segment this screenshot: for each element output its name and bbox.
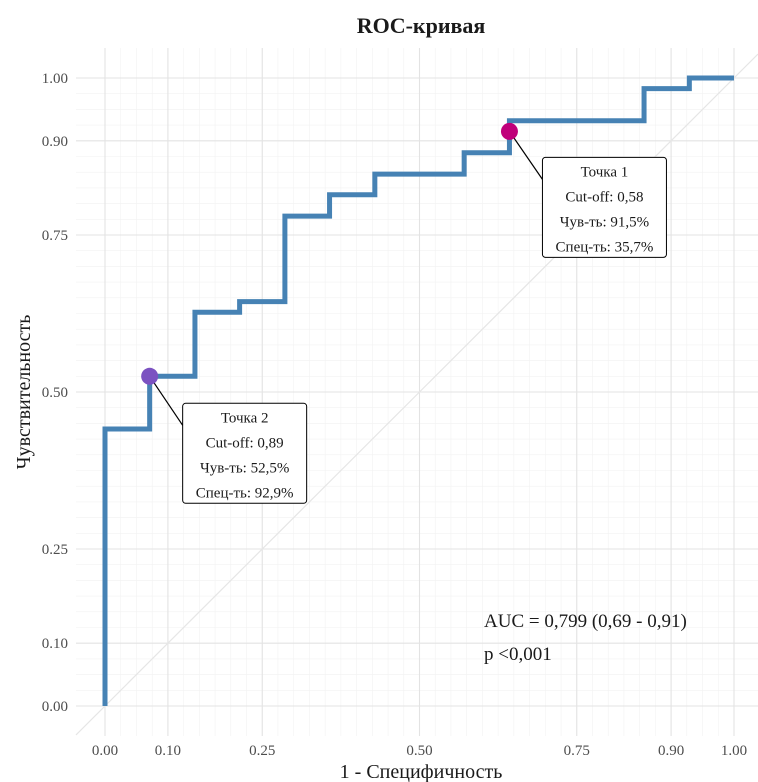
y-tick-label: 0.25 (42, 542, 68, 558)
y-tick-label: 0.90 (42, 134, 68, 150)
y-tick-label: 0.00 (42, 699, 68, 715)
cutoff-points: Точка 1 Cut-off: 0,58 Чув-ть: 91,5% Спец-ть… (141, 122, 667, 504)
label-line: Чув-ть: 52,5% (200, 460, 289, 476)
x-axis-title: 1 - Специфичность (340, 761, 503, 782)
label-box (541, 156, 667, 258)
label-line: Cut-off: 0,89 (206, 435, 284, 451)
y-tick-label: 0.75 (42, 228, 68, 244)
cutoff-point-1: Точка 1 Cut-off: 0,58 Чув-ть: 91,5% Спец-ть… (500, 122, 667, 258)
cutoff-point-2: Точка 2 Cut-off: 0,89 Чув-ть: 52,5% Спец-ть… (141, 367, 308, 504)
y-axis-ticks: 0.00 0.10 0.25 0.50 0.75 0.90 1.00 (42, 71, 68, 715)
label-box (182, 402, 308, 504)
p-value-label: p <0,001 (484, 644, 552, 665)
x-tick-label: 0.00 (92, 743, 118, 759)
label-line: Спец-ть: 92,9% (196, 485, 294, 501)
cutoff-marker (141, 367, 159, 385)
x-tick-label: 0.90 (658, 743, 684, 759)
roc-curve (102, 75, 734, 706)
cutoff-marker (500, 122, 518, 140)
x-tick-label: 0.25 (249, 743, 275, 759)
chart-title: ROC-кривая (357, 13, 486, 38)
x-tick-label: 0.10 (155, 743, 181, 759)
label-line: Cut-off: 0,58 (565, 189, 643, 205)
leader-line (149, 375, 184, 426)
y-tick-label: 1.00 (42, 71, 68, 87)
x-axis-ticks: 0.00 0.10 0.25 0.50 0.75 0.90 1.00 (92, 743, 747, 759)
y-tick-label: 0.10 (42, 636, 68, 652)
label-line: Точка 2 (221, 410, 269, 426)
label-line: Чув-ть: 91,5% (560, 214, 649, 230)
auc-label: AUC = 0,799 (0,69 - 0,91) (484, 611, 687, 632)
x-tick-label: 0.50 (406, 743, 432, 759)
x-tick-label: 1.00 (721, 743, 747, 759)
reference-diagonal (75, 53, 758, 736)
grid (76, 48, 758, 736)
x-tick-label: 0.75 (564, 743, 590, 759)
y-axis-title: Чувствительность (13, 315, 35, 470)
y-tick-label: 0.50 (42, 385, 68, 401)
leader-line (508, 131, 543, 180)
label-line: Спец-ть: 35,7% (556, 239, 654, 255)
label-line: Точка 1 (581, 164, 629, 180)
